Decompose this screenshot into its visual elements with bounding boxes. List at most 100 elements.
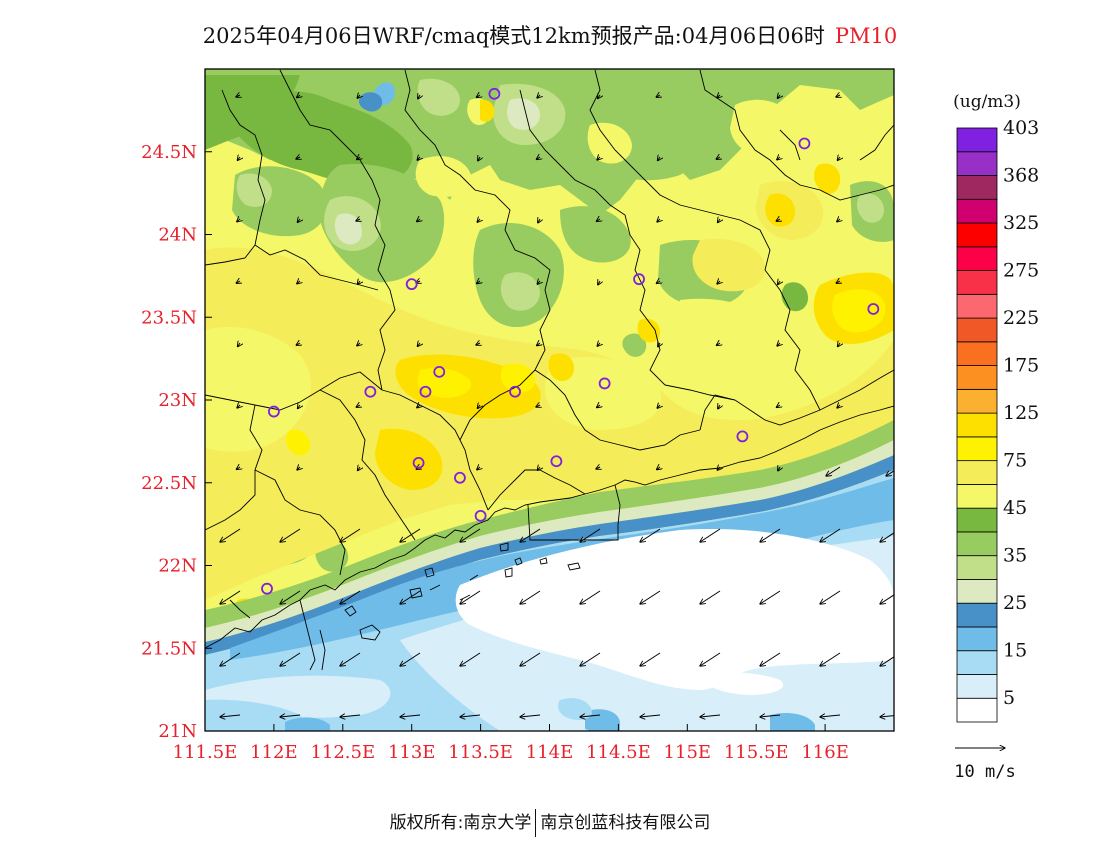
wind-arrow xyxy=(580,590,601,604)
colorbar-swatch xyxy=(956,436,998,462)
wind-arrow xyxy=(220,528,241,542)
lat-tick-label: 23N xyxy=(158,390,197,411)
colorbar-swatch xyxy=(956,579,998,604)
wind-arrow xyxy=(896,157,900,159)
wind-arrow xyxy=(237,219,240,222)
lon-tick-label: 114.5E xyxy=(586,742,651,763)
wind-arrow xyxy=(236,95,240,97)
wind-arrow xyxy=(520,715,541,717)
wind-arrow xyxy=(897,95,900,98)
wind-arrow xyxy=(837,219,840,222)
wind-arrow xyxy=(477,281,480,284)
wind-arrow xyxy=(280,652,301,666)
wind-arrow xyxy=(826,466,841,476)
colorbar-swatch xyxy=(956,341,998,366)
wind-arrow xyxy=(237,157,240,160)
colorbar-swatch xyxy=(956,697,998,723)
wind-arrow xyxy=(897,219,900,222)
lat-tick-label: 22.5N xyxy=(141,473,197,494)
wind-arrow xyxy=(837,405,840,408)
wind-arrow xyxy=(400,590,421,604)
wind-arrow xyxy=(536,405,540,407)
lon-tick-label: 114E xyxy=(526,742,574,763)
lon-tick-label: 111.5E xyxy=(173,742,238,763)
wind-arrow xyxy=(538,219,540,223)
wind-arrow xyxy=(657,405,660,408)
wind-vectors xyxy=(220,95,900,717)
wind-arrow xyxy=(280,715,301,717)
colorbar-swatch xyxy=(956,270,998,295)
wind-arrow xyxy=(236,281,240,283)
monitoring-station xyxy=(509,385,521,398)
monitoring-station xyxy=(364,385,377,398)
colorbar-swatch xyxy=(956,531,998,557)
colorbar-swatch xyxy=(956,674,998,699)
colorbar-label: 225 xyxy=(1003,307,1039,329)
wind-arrow xyxy=(596,467,600,469)
wind-arrow xyxy=(836,281,840,283)
wind-arrow xyxy=(717,95,720,98)
lat-tick-label: 23.5N xyxy=(141,307,197,328)
colorbar-swatch xyxy=(956,175,998,200)
lat-tick-label: 22N xyxy=(158,556,197,577)
wind-arrow xyxy=(220,590,241,604)
colorbar-label: 45 xyxy=(1003,497,1027,519)
wind-arrow xyxy=(820,528,841,542)
colorbar-label: 175 xyxy=(1003,355,1039,377)
wind-arrow xyxy=(880,715,894,717)
longitude-axis: 111.5E 112E 112.5E 113E 113.5E 114E 114.5E 115E… xyxy=(173,724,849,763)
wind-arrow xyxy=(340,715,361,717)
wind-arrow xyxy=(718,405,720,409)
wind-arrow xyxy=(537,281,540,284)
wind-arrow xyxy=(598,281,600,285)
wind-arrow xyxy=(776,219,780,221)
wind-arrow xyxy=(297,281,300,284)
wind-arrow xyxy=(820,652,841,666)
wind-arrow xyxy=(717,281,720,284)
wind-arrow xyxy=(537,95,540,98)
station-markers xyxy=(261,87,880,595)
wind-arrow xyxy=(656,281,660,283)
colorbar-label: 368 xyxy=(1003,165,1039,187)
wind-arrow xyxy=(880,594,894,604)
wind-arrow xyxy=(520,528,541,542)
lat-tick-label: 24.5N xyxy=(141,142,197,163)
wind-arrow xyxy=(460,715,481,717)
monitoring-station xyxy=(550,455,563,468)
wind-arrow xyxy=(820,590,841,604)
colorbar-label: 25 xyxy=(1003,592,1027,614)
wind-arrow xyxy=(537,343,540,346)
wind-arrow xyxy=(640,652,661,666)
colorbar-swatch xyxy=(956,246,998,271)
wind-arrow xyxy=(716,343,720,345)
wind-arrow xyxy=(520,590,541,604)
monitoring-station xyxy=(736,430,749,443)
monitoring-station xyxy=(412,456,425,469)
wind-arrow xyxy=(357,281,360,284)
wind-arrow xyxy=(356,405,360,407)
wind-arrow xyxy=(598,95,600,99)
monitoring-station xyxy=(598,377,611,390)
lon-tick-label: 113E xyxy=(388,742,436,763)
wind-arrow xyxy=(236,467,240,469)
wind-arrow xyxy=(340,528,361,542)
colorbar-label: 15 xyxy=(1003,640,1027,662)
colorbar-swatch xyxy=(956,151,998,176)
colorbar-swatch xyxy=(956,460,998,485)
wind-arrow xyxy=(460,528,481,542)
wind-arrow xyxy=(220,715,241,717)
copyright-right: 南京创蓝科技有限公司 xyxy=(540,813,711,833)
wind-arrow xyxy=(760,528,781,542)
wind-arrow xyxy=(896,343,900,345)
wind-arrow xyxy=(297,95,300,98)
lat-tick-label: 21.5N xyxy=(141,638,197,659)
wind-arrow xyxy=(477,405,480,408)
wind-arrow xyxy=(476,95,480,97)
wind-arrow xyxy=(520,652,541,666)
wind-arrow xyxy=(898,405,900,409)
wind-arrow xyxy=(597,405,600,408)
wind-arrow xyxy=(400,652,421,666)
pm10-field xyxy=(205,69,894,731)
wind-arrow xyxy=(776,405,780,407)
